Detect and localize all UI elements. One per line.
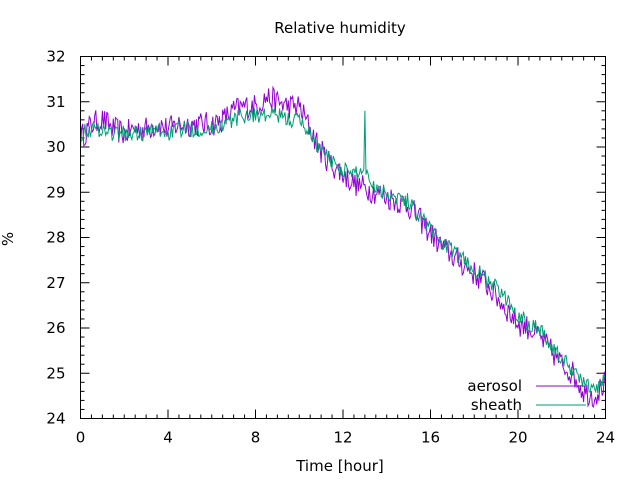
legend-label-sheath: sheath	[471, 396, 522, 414]
legend-label-aerosol: aerosol	[467, 377, 522, 395]
chart-title: Relative humidity	[274, 19, 406, 37]
y-tick-label: 26	[46, 319, 65, 337]
y-tick-label: 30	[46, 138, 65, 156]
x-tick-label: 24	[596, 429, 615, 447]
x-tick-label: 4	[163, 429, 173, 447]
y-tick-label: 29	[46, 183, 65, 201]
x-tick-labels: 0 4 8 12 16 20 24	[76, 429, 615, 447]
y-tick-label: 31	[46, 93, 65, 111]
x-tick-label: 12	[333, 429, 352, 447]
x-tick-label: 0	[76, 429, 86, 447]
x-tick-label: 8	[251, 429, 261, 447]
y-tick-labels: 24 25 26 27 28 29 30 31 32	[46, 48, 65, 428]
x-axis-label: Time [hour]	[295, 457, 384, 475]
axis-ticks	[80, 56, 606, 419]
y-tick-label: 32	[46, 48, 65, 66]
plot-frame	[80, 56, 606, 419]
series-line-sheath	[80, 107, 606, 394]
y-tick-label: 24	[46, 410, 65, 428]
x-tick-label: 20	[508, 429, 527, 447]
series-line-aerosol	[80, 85, 606, 408]
x-tick-label: 16	[421, 429, 440, 447]
y-tick-label: 27	[46, 274, 65, 292]
y-axis-label: %	[0, 232, 17, 246]
y-tick-label: 25	[46, 364, 65, 382]
plot-area	[80, 85, 606, 408]
y-tick-label: 28	[46, 229, 65, 247]
